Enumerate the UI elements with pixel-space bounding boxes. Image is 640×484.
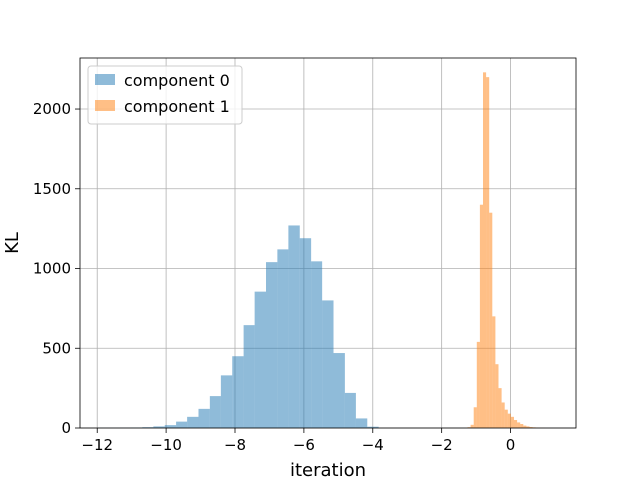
x-tick-label: 0	[506, 436, 516, 454]
bar-component-0	[232, 356, 243, 428]
bar-component-0	[176, 422, 187, 428]
bar-component-0	[288, 225, 299, 428]
x-tick-label: −12	[81, 436, 113, 454]
y-tick-label: 2000	[33, 100, 71, 118]
bar-component-0	[356, 418, 367, 428]
bar-component-0	[221, 375, 232, 428]
bar-component-0	[345, 393, 356, 428]
bar-component-1	[474, 407, 477, 428]
bar-component-1	[492, 316, 495, 428]
bar-component-0	[334, 353, 345, 428]
bar-component-0	[187, 417, 198, 428]
bar-component-0	[210, 396, 221, 428]
bar-component-0	[165, 425, 176, 428]
legend-swatch-component-0	[95, 74, 115, 85]
bar-component-0	[311, 261, 322, 428]
x-axis-label: iteration	[290, 460, 366, 480]
bar-component-1	[480, 205, 483, 428]
legend-label-component-1: component 1	[124, 97, 230, 116]
bar-component-0	[198, 409, 209, 428]
legend-swatch-component-1	[95, 100, 115, 111]
bar-component-1	[486, 77, 489, 428]
bar-component-1	[508, 414, 511, 428]
bar-component-1	[517, 422, 520, 428]
bar-component-1	[471, 425, 474, 428]
bar-component-1	[505, 410, 508, 428]
bar-component-1	[514, 420, 517, 428]
bar-component-1	[495, 364, 498, 428]
bar-component-0	[300, 238, 311, 428]
x-tick-label: −6	[293, 436, 315, 454]
y-tick-label: 0	[61, 419, 71, 437]
bar-component-1	[483, 72, 486, 428]
legend: component 0 component 1	[88, 66, 242, 124]
bar-component-0	[255, 292, 266, 428]
bar-component-1	[502, 402, 505, 428]
bar-component-0	[277, 249, 288, 428]
bar-component-0	[244, 325, 255, 428]
y-tick-label: 1500	[33, 180, 71, 198]
x-tick-label: −2	[431, 436, 453, 454]
y-tick-label: 1000	[33, 260, 71, 278]
bar-component-1	[499, 388, 502, 428]
bar-component-0	[322, 300, 333, 428]
x-tick-label: −8	[224, 436, 246, 454]
bar-component-1	[511, 417, 514, 428]
bar-component-0	[266, 262, 277, 428]
bar-component-1	[477, 342, 480, 428]
x-tick-label: −4	[362, 436, 384, 454]
y-tick-label: 500	[42, 339, 71, 357]
bar-component-1	[489, 213, 492, 428]
x-tick-label: −10	[150, 436, 182, 454]
legend-label-component-0: component 0	[124, 71, 230, 90]
bar-component-1	[520, 424, 523, 428]
y-axis-label: KL	[2, 232, 23, 254]
